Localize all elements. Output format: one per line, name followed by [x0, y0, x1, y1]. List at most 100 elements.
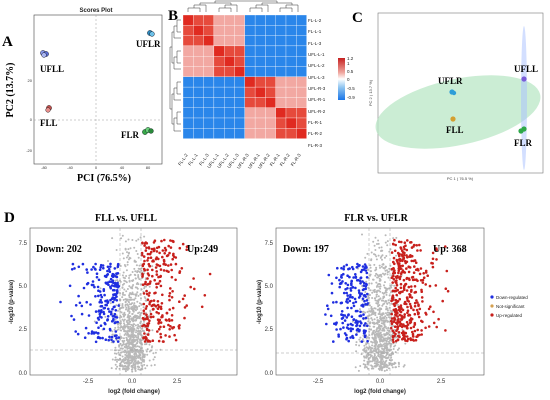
- volcano-point: [358, 324, 362, 328]
- legend-ns-marker: [490, 304, 494, 308]
- volcano-point: [366, 324, 369, 328]
- volcano-point: [395, 283, 399, 287]
- volcano-point: [106, 319, 109, 322]
- heatmap-cell: [285, 35, 297, 47]
- volcano-point: [96, 285, 100, 289]
- volcano-point: [350, 306, 353, 310]
- volcano-point: [164, 248, 168, 252]
- volcano-point: [416, 333, 420, 337]
- volcano-point: [183, 306, 187, 309]
- volcano-point: [377, 301, 380, 304]
- volcano-point: [341, 321, 345, 325]
- svg-text:-0.5: -0.5: [347, 86, 355, 91]
- volcano-left-up-count: Up:249: [187, 244, 218, 255]
- volcano-point: [346, 274, 349, 278]
- volcano-point: [157, 312, 160, 315]
- svg-text:40: 40: [120, 165, 125, 170]
- volcano-point: [119, 280, 122, 283]
- volcano-point: [424, 269, 428, 273]
- volcano-point: [143, 242, 147, 245]
- volcano-point: [116, 360, 118, 363]
- volcano-point: [405, 296, 409, 299]
- volcano-point: [405, 302, 408, 306]
- volcano-point: [135, 331, 137, 334]
- volcano-point: [355, 350, 358, 353]
- volcano-point: [94, 340, 98, 344]
- volcano-point: [136, 300, 139, 303]
- volcano-point: [148, 264, 152, 268]
- volcano-point: [97, 326, 100, 330]
- volcano-point: [114, 279, 117, 282]
- group-fll-points: [45, 105, 52, 113]
- volcano-point: [346, 301, 349, 304]
- volcano-point: [142, 255, 146, 258]
- volcano-point: [435, 325, 439, 329]
- svg-text:UFL-R-2: UFL-R-2: [308, 109, 326, 114]
- volcano-point: [178, 324, 181, 327]
- volcano-point: [98, 300, 101, 304]
- volcano-point: [92, 331, 96, 334]
- volcano-point: [133, 344, 136, 346]
- volcano-point: [375, 272, 378, 275]
- volcano-point: [122, 358, 125, 361]
- volcano-point: [135, 264, 138, 267]
- volcano-point: [133, 336, 136, 339]
- volcano-point: [369, 346, 372, 349]
- volcano-point: [399, 286, 403, 290]
- volcano-point: [150, 299, 153, 303]
- volcano-point: [125, 355, 128, 358]
- volcano-point: [74, 304, 78, 307]
- heatmap-cell: [254, 25, 266, 36]
- volcano-point: [364, 265, 368, 268]
- volcano-point: [143, 259, 146, 263]
- volcano-point: [113, 352, 116, 355]
- volcano-point: [326, 304, 329, 308]
- svg-text:0.0: 0.0: [19, 371, 28, 377]
- volcano-point: [346, 306, 349, 310]
- volcano-point: [367, 320, 370, 323]
- volcano-point: [114, 356, 117, 359]
- volcano-point: [418, 307, 422, 311]
- volcano-point: [410, 285, 413, 288]
- volcano-point: [406, 309, 410, 313]
- label-flr-c: FLR: [514, 138, 533, 148]
- volcano-point: [406, 239, 409, 242]
- volcano-point: [152, 260, 155, 263]
- volcano-point: [70, 268, 74, 271]
- volcano-point: [369, 264, 372, 267]
- volcano-point: [120, 351, 122, 354]
- volcano-point: [101, 336, 104, 340]
- volcano-point: [169, 246, 173, 249]
- volcano-point: [359, 320, 362, 323]
- group-ufll-points: [40, 50, 49, 58]
- volcano-point: [395, 236, 398, 239]
- volcano-point: [125, 269, 128, 272]
- volcano-point: [126, 368, 128, 371]
- volcano-point: [113, 267, 117, 270]
- volcano-point: [133, 302, 136, 305]
- volcano-point: [128, 279, 131, 282]
- heatmap-cell: [234, 76, 245, 88]
- volcano-point: [87, 332, 90, 335]
- heatmap-cell: [234, 45, 245, 57]
- volcano-point: [384, 234, 387, 237]
- svg-text:-0.9: -0.9: [347, 95, 355, 100]
- volcano-point: [413, 329, 417, 333]
- volcano-point: [149, 312, 153, 316]
- volcano-point: [444, 245, 447, 248]
- volcano-point: [120, 329, 123, 332]
- volcano-point: [149, 315, 153, 319]
- volcano-point: [385, 312, 387, 315]
- volcano-point: [387, 356, 390, 359]
- volcano-left-xlabel: log2 (fold change): [108, 389, 160, 395]
- volcano-point: [403, 364, 406, 367]
- volcano-point: [147, 294, 151, 297]
- volcano-point: [117, 309, 119, 312]
- volcano-point: [162, 269, 166, 272]
- volcano-point: [356, 262, 359, 266]
- volcano-point: [117, 359, 120, 361]
- volcano-point: [123, 294, 126, 296]
- volcano-point: [148, 285, 151, 288]
- volcano-point: [153, 291, 156, 295]
